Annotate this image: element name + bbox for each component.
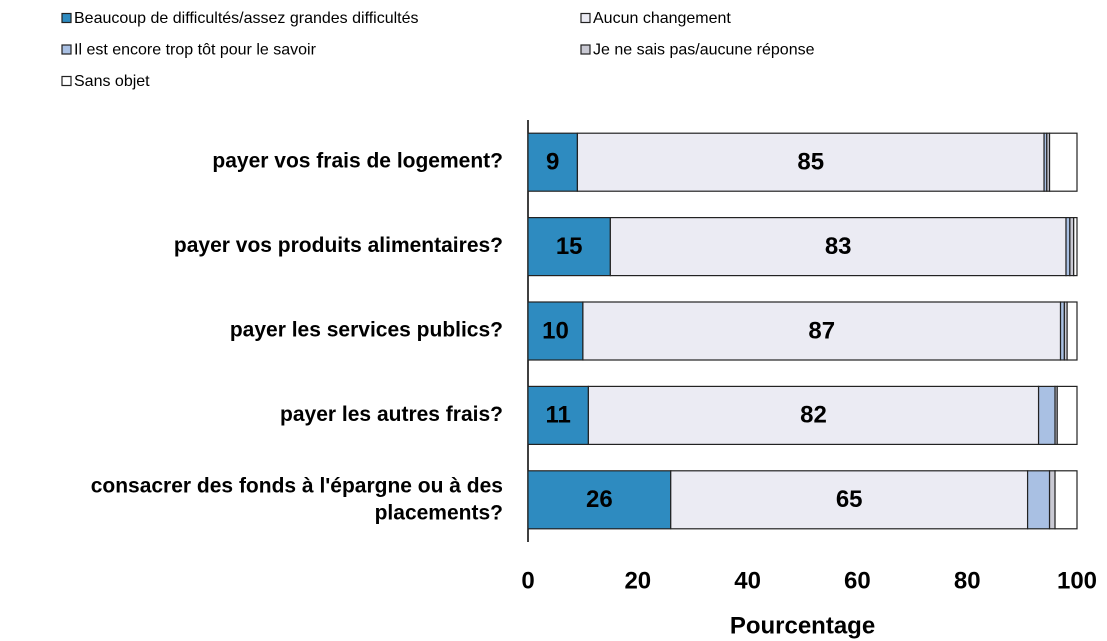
data-label: 9 bbox=[546, 149, 559, 176]
y-tick-label: payer vos frais de logement? bbox=[212, 150, 503, 173]
x-tick-label: 80 bbox=[954, 567, 981, 594]
legend-label: Il est encore trop tôt pour le savoir bbox=[74, 42, 317, 59]
bar-segment bbox=[527, 385, 589, 445]
legend-swatch bbox=[61, 75, 72, 87]
bar-segment bbox=[670, 470, 1029, 530]
bar-segment bbox=[1054, 470, 1078, 530]
y-tick-label: payer les services publics? bbox=[230, 319, 503, 342]
bar-segment bbox=[609, 217, 1067, 277]
legend-label: Sans objet bbox=[74, 73, 150, 90]
data-label: 82 bbox=[800, 402, 827, 429]
bar-segment bbox=[527, 470, 672, 530]
x-axis-label: Pourcentage bbox=[730, 612, 875, 639]
bar-segment bbox=[1066, 301, 1078, 361]
x-tick-label: 40 bbox=[734, 567, 761, 594]
bar-segment bbox=[1048, 132, 1078, 192]
data-label: 26 bbox=[586, 486, 613, 513]
bar-segment bbox=[1037, 385, 1056, 445]
data-label: 87 bbox=[808, 317, 835, 344]
x-tick-label: 20 bbox=[624, 567, 651, 594]
bar-segment bbox=[1026, 470, 1051, 530]
data-label: 83 bbox=[825, 233, 852, 260]
data-label: 11 bbox=[546, 402, 571, 429]
legend-label: Aucun changement bbox=[593, 10, 731, 27]
x-tick-label: 60 bbox=[844, 567, 871, 594]
bar-segment bbox=[1048, 470, 1056, 530]
x-tick-label: 100 bbox=[1057, 567, 1097, 594]
legend-label: Beaucoup de difficultés/assez grandes di… bbox=[74, 10, 419, 27]
legend-swatch bbox=[580, 12, 591, 24]
legend-label: Je ne sais pas/aucune réponse bbox=[593, 42, 815, 59]
y-tick-label: payer les autres frais? bbox=[280, 403, 503, 426]
data-label: 65 bbox=[836, 486, 863, 513]
legend-swatch bbox=[61, 44, 72, 55]
x-tick-label: 0 bbox=[521, 567, 534, 594]
bar-segment bbox=[582, 301, 1062, 361]
data-label: 15 bbox=[556, 233, 583, 260]
y-tick-label: consacrer des fonds à l'épargne ou à des… bbox=[91, 474, 503, 524]
bar-segment bbox=[527, 301, 584, 361]
bar-segment bbox=[1073, 217, 1078, 277]
legend-swatch bbox=[580, 44, 591, 55]
data-label: 10 bbox=[542, 317, 569, 344]
bar-segment bbox=[576, 132, 1045, 192]
y-tick-label: payer vos produits alimentaires? bbox=[174, 234, 503, 257]
legend-swatch bbox=[61, 12, 72, 24]
data-label: 85 bbox=[797, 149, 824, 176]
bar-segment bbox=[1056, 385, 1078, 445]
